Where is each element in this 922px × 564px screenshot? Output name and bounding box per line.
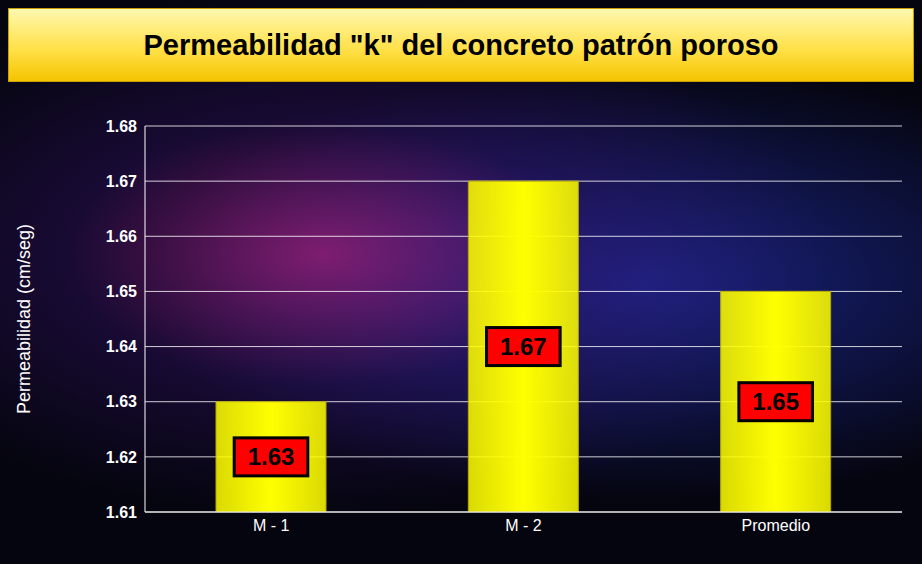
svg-text:M - 2: M - 2 [505,517,542,534]
svg-text:1.63: 1.63 [106,393,137,410]
svg-text:1.63: 1.63 [248,443,295,470]
svg-text:Permeabilidad (cm/seg): Permeabilidad (cm/seg) [14,224,34,414]
svg-text:1.64: 1.64 [106,338,137,355]
svg-text:1.65: 1.65 [106,283,137,300]
svg-text:1.67: 1.67 [500,333,547,360]
svg-text:1.67: 1.67 [106,173,137,190]
svg-text:1.61: 1.61 [106,504,137,521]
svg-text:1.66: 1.66 [106,228,137,245]
svg-text:1.68: 1.68 [106,118,137,135]
svg-text:1.62: 1.62 [106,449,137,466]
svg-text:Promedio: Promedio [742,517,811,534]
svg-text:M - 1: M - 1 [253,517,290,534]
html-text:Permeabilidad "k" del concreto: Permeabilidad "k" del concreto patrón po… [143,28,779,61]
svg-text:1.65: 1.65 [752,388,799,415]
